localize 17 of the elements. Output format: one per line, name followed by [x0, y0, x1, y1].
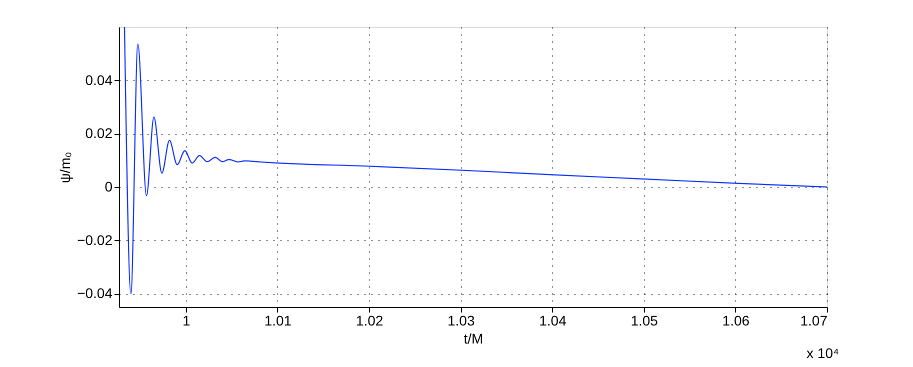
y-axis-title: ψ/m₀ [57, 152, 74, 184]
y-tick-label: 0.02 [85, 125, 113, 142]
x-tick-label: 1.03 [448, 312, 475, 328]
y-tick-label: 0.04 [85, 72, 113, 88]
x-tick-label: 1.05 [630, 312, 658, 328]
x-tick-label: 1.04 [539, 312, 567, 328]
y-tick-label: −0.02 [77, 232, 113, 248]
x-tick-label: 1.06 [722, 312, 750, 328]
x-tick-label: 1 [182, 312, 190, 328]
x-axis-title: t/M [464, 330, 484, 346]
x-tick-label: 1.02 [356, 312, 384, 328]
line-series [124, 27, 827, 294]
x-tick-label: 1.07 [800, 312, 828, 328]
y-tick-label: 0 [104, 178, 113, 194]
y-tick-label: −0.04 [77, 285, 113, 302]
text: x 10⁴ [806, 345, 839, 361]
x-tick-label: 1.01 [264, 312, 292, 328]
